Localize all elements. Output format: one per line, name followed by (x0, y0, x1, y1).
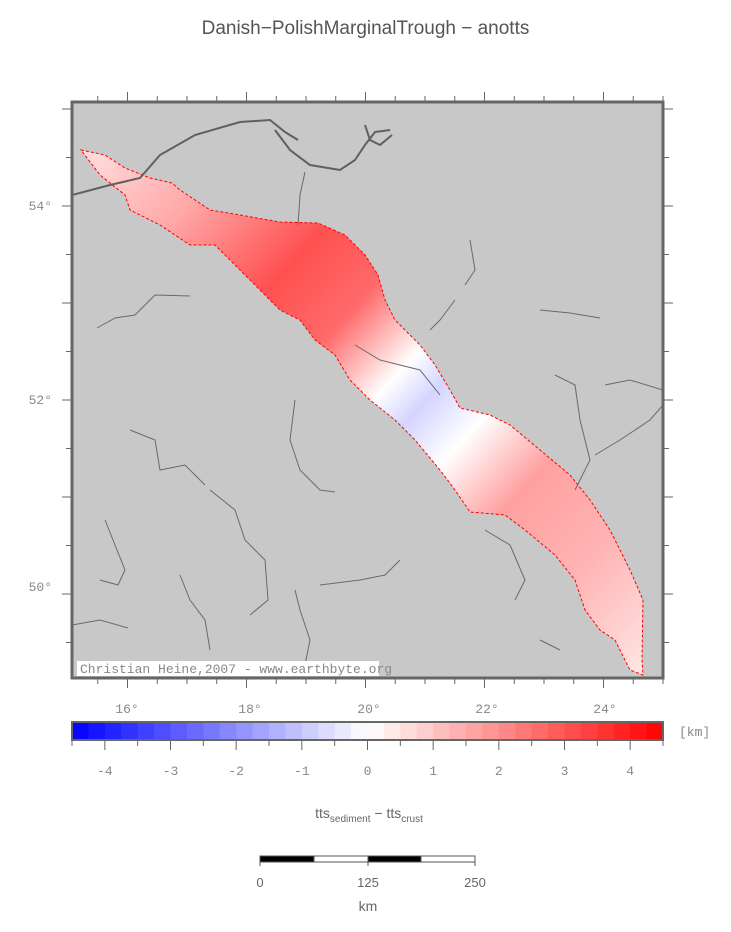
colorbar-cell (252, 722, 270, 740)
scale-tick: 250 (464, 875, 486, 890)
colorbar-unit: [km] (679, 725, 710, 740)
colorbar-tick-label: 4 (626, 764, 634, 779)
colorbar-cell (285, 722, 303, 740)
lon-label: 20° (357, 702, 380, 717)
colorbar-tick-label: -2 (228, 764, 244, 779)
colorbar-cell (203, 722, 221, 740)
colorbar-cell (580, 722, 598, 740)
colorbar-tick-label: 0 (364, 764, 372, 779)
map-ticks (62, 92, 673, 688)
colorbar-cell (564, 722, 582, 740)
colorbar-cell (482, 722, 500, 740)
colorbar-cell (630, 722, 648, 740)
rivers (72, 171, 663, 666)
colorbar (72, 722, 664, 740)
map-frame (70, 100, 665, 680)
colorbar-tick-label: 2 (495, 764, 503, 779)
lat-label: 54° (29, 199, 52, 214)
colorbar-cell (646, 722, 664, 740)
colorbar-cell (318, 722, 336, 740)
colorbar-ticks (71, 741, 664, 750)
scale-bar (259, 855, 476, 866)
scale-unit: km (359, 898, 378, 914)
colorbar-cell (383, 722, 401, 740)
colorbar-cell (400, 722, 418, 740)
colorbar-cell (72, 722, 89, 740)
colorbar-cell (137, 722, 155, 740)
colorbar-tick-label: -1 (294, 764, 310, 779)
lon-label: 24° (593, 702, 616, 717)
colorbar-cell (433, 722, 451, 740)
colorbar-cell (548, 722, 565, 740)
colorbar-cell (170, 722, 188, 740)
scale-tick: 0 (256, 875, 263, 890)
lat-label: 52° (29, 393, 52, 408)
colorbar-frame (71, 721, 664, 741)
colorbar-cell (88, 722, 106, 740)
trough-polygon (79, 149, 644, 676)
credit-text: Christian Heine,2007 - www.earthbyte.org (80, 662, 392, 677)
lon-label: 18° (238, 702, 261, 717)
colorbar-cell (597, 722, 615, 740)
colorbar-cell (466, 722, 483, 740)
colorbar-tick-label: 1 (429, 764, 437, 779)
colorbar-cell (367, 722, 385, 740)
colorbar-cell (186, 722, 204, 740)
colorbar-tick-label: -3 (163, 764, 179, 779)
colorbar-cell (104, 722, 122, 740)
colorbar-cell (219, 722, 237, 740)
colorbar-cell (416, 722, 434, 740)
scale-tick: 125 (357, 875, 379, 890)
colorbar-cell (269, 722, 286, 740)
colorbar-cell (531, 722, 549, 740)
colorbar-cell (613, 722, 631, 740)
colorbar-cell (351, 722, 368, 740)
colorbar-cell (334, 722, 352, 740)
credit-box (77, 661, 379, 676)
lon-label: 22° (475, 702, 498, 717)
colorbar-label: ttssediment − ttscrust (315, 805, 423, 825)
lon-label: 16° (115, 702, 138, 717)
colorbar-tick-label: 3 (561, 764, 569, 779)
colorbar-cell (515, 722, 533, 740)
colorbar-cell (301, 722, 319, 740)
colorbar-cell (154, 722, 171, 740)
lat-label: 50° (29, 580, 52, 595)
colorbar-cell (449, 722, 467, 740)
colorbar-cell (498, 722, 516, 740)
page-title: Danish−PolishMarginalTrough − anotts (201, 18, 530, 39)
colorbar-tick-label: -4 (97, 764, 113, 779)
colorbar-cell (236, 722, 254, 740)
colorbar-cell (121, 722, 139, 740)
coastlines (72, 118, 393, 196)
